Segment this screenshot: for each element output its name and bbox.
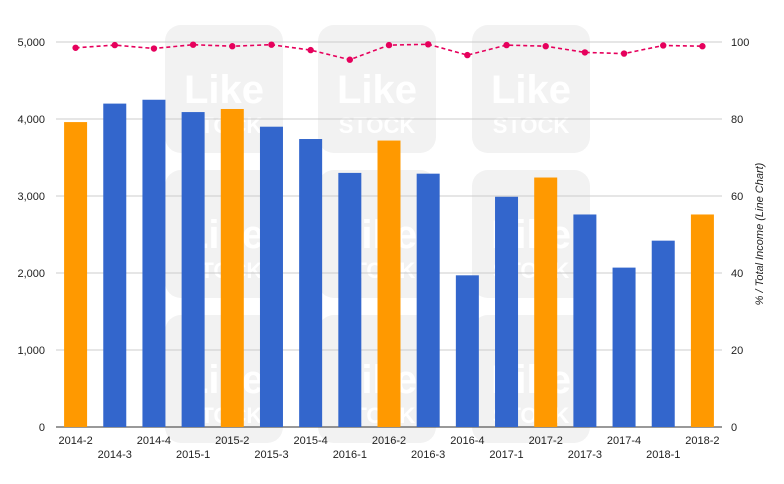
bar: [534, 177, 558, 427]
line-point: [346, 56, 354, 63]
line-point: [111, 41, 118, 49]
line-point: [229, 43, 236, 50]
watermark-text: Like: [184, 68, 264, 112]
x-tick-label: 2016-4: [450, 435, 484, 447]
bar: [455, 275, 479, 427]
watermark-text: STOCK: [339, 113, 416, 138]
bar: [377, 140, 401, 427]
x-tick-label: 2016-2: [372, 435, 406, 447]
left-tick-label: 5,000: [17, 37, 45, 49]
watermark-text: STOCK: [493, 113, 570, 138]
line-point: [464, 51, 471, 59]
right-tick-label: 40: [731, 268, 743, 280]
bar: [103, 103, 127, 427]
bar: [416, 173, 440, 427]
bar: [220, 108, 244, 428]
watermark-text: Like: [337, 68, 417, 112]
bar: [651, 240, 675, 427]
right-tick-label: 80: [731, 114, 743, 126]
bar: [181, 112, 205, 427]
right-tick-label: 20: [731, 345, 743, 357]
left-tick-label: 2,000: [17, 268, 45, 280]
x-tick-label: 2018-2: [685, 435, 719, 447]
line-point: [385, 41, 393, 49]
x-tick-label: 2014-4: [137, 435, 171, 447]
line-point: [620, 50, 628, 57]
line-point: [660, 42, 667, 49]
x-tick-label: 2018-1: [646, 449, 680, 461]
watermark-text: Like: [491, 68, 571, 112]
right-tick-label: 60: [731, 191, 743, 203]
x-tick-label: 2015-1: [176, 449, 210, 461]
line-point: [424, 41, 432, 48]
bar: [259, 126, 283, 427]
x-tick-label: 2016-3: [411, 449, 445, 461]
line-point: [150, 45, 158, 52]
left-tick-label: 1,000: [17, 345, 45, 357]
x-tick-label: 2014-3: [98, 449, 132, 461]
x-tick-label: 2015-2: [215, 435, 249, 447]
left-tick-label: 4,000: [17, 114, 45, 126]
right-tick-label: 0: [731, 422, 737, 434]
bar-series: [64, 99, 714, 428]
bar: [64, 122, 88, 427]
left-tick-label: 3,000: [17, 191, 45, 203]
x-tick-label: 2015-4: [294, 435, 328, 447]
line-point: [503, 41, 510, 49]
x-tick-label: 2015-3: [254, 449, 288, 461]
line-point: [542, 43, 549, 50]
line-series: [72, 41, 706, 63]
right-axis-title: % / Total Income (Line Chart): [754, 162, 766, 305]
line-point: [268, 41, 275, 48]
x-tick-label: 2014-2: [58, 435, 92, 447]
line-point: [189, 41, 197, 48]
x-tick-label: 2017-4: [607, 435, 641, 447]
line-point: [307, 46, 314, 54]
right-tick-label: 100: [731, 37, 749, 49]
bar: [690, 214, 714, 427]
right-axis-ticks: 0 20 40 60 80 100: [731, 37, 749, 434]
bar: [495, 196, 519, 427]
x-tick-label: 2017-3: [568, 449, 602, 461]
line-point: [699, 43, 706, 50]
x-tick-label: 2017-2: [529, 435, 563, 447]
line-point: [72, 44, 79, 51]
line-point: [581, 49, 589, 56]
bar: [338, 172, 362, 427]
bar: [573, 214, 597, 427]
x-tick-label: 2016-1: [333, 449, 367, 461]
x-tick-label: 2017-1: [489, 449, 523, 461]
bar: [299, 139, 323, 427]
x-axis-ticks: 2014-2 2014-3 2014-4 2015-1 2015-2 2015-3 2015…: [58, 435, 719, 461]
bar: [612, 267, 636, 427]
bar: [142, 99, 166, 427]
left-tick-label: 0: [39, 422, 45, 434]
left-axis-ticks: 0 1,000 2,000 3,000 4,000 5,000: [17, 37, 45, 434]
